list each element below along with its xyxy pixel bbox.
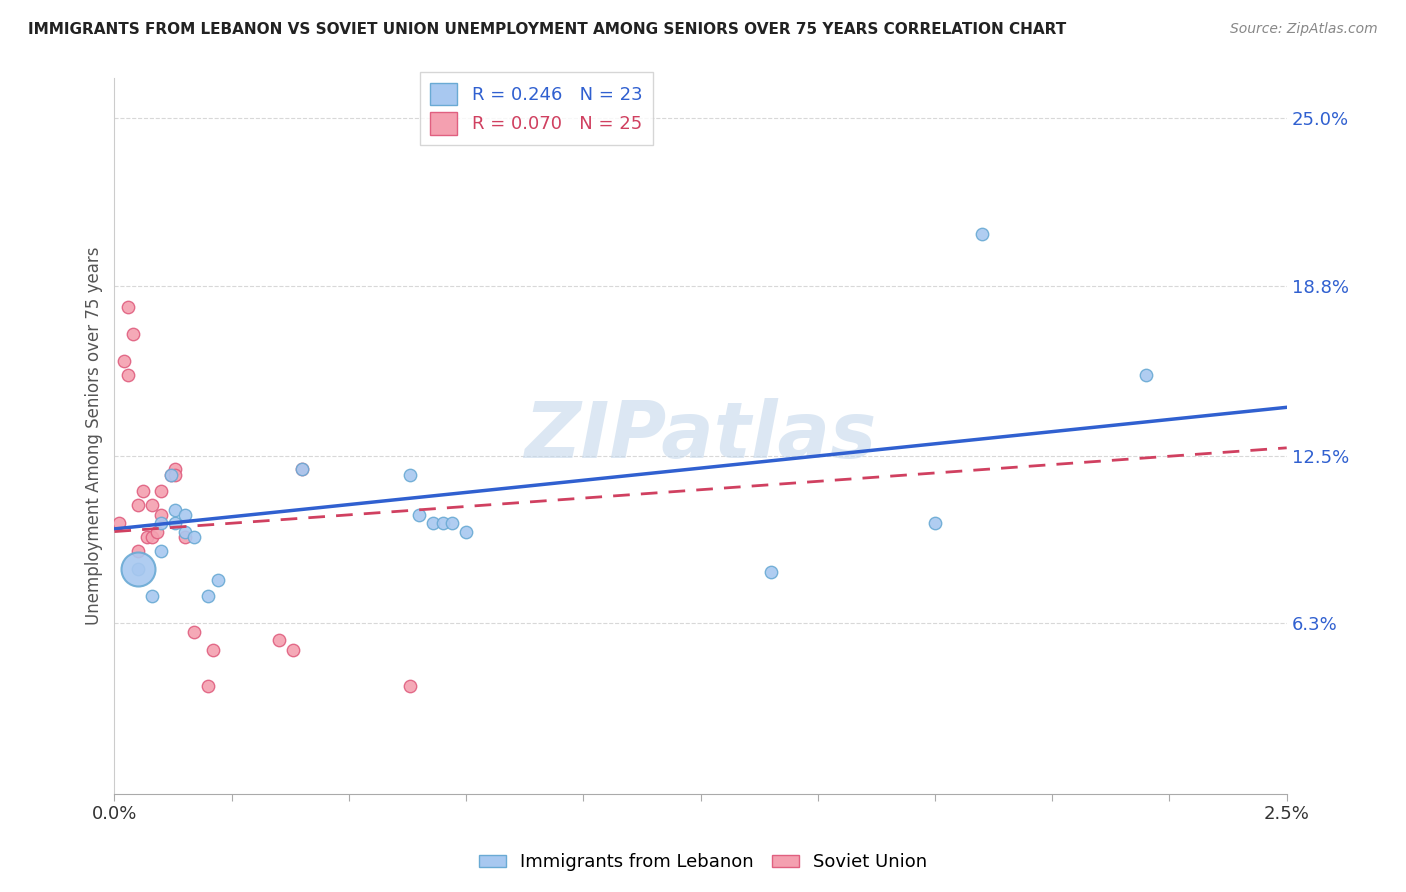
Point	[267, 632, 290, 647]
Point	[141, 590, 163, 604]
Point	[141, 498, 163, 512]
Point	[141, 530, 163, 544]
Point	[108, 516, 131, 531]
Point	[127, 562, 149, 576]
Point	[127, 498, 149, 512]
Point	[398, 467, 420, 482]
Point	[398, 679, 420, 693]
Point	[197, 590, 219, 604]
Point	[127, 543, 149, 558]
Point	[173, 508, 195, 523]
Point	[165, 503, 187, 517]
Point	[207, 573, 229, 587]
Point	[112, 354, 135, 368]
Y-axis label: Unemployment Among Seniors over 75 years: Unemployment Among Seniors over 75 years	[86, 246, 103, 625]
Point	[165, 462, 187, 476]
Point	[127, 562, 149, 576]
Point	[150, 508, 173, 523]
Point	[145, 524, 167, 539]
Point	[131, 484, 153, 499]
Point	[150, 543, 173, 558]
Text: ZIPatlas: ZIPatlas	[524, 398, 877, 474]
Legend: Immigrants from Lebanon, Soviet Union: Immigrants from Lebanon, Soviet Union	[471, 847, 935, 879]
Point	[159, 467, 181, 482]
Point	[165, 516, 187, 531]
Point	[183, 530, 205, 544]
Point	[117, 368, 139, 382]
Text: Source: ZipAtlas.com: Source: ZipAtlas.com	[1230, 22, 1378, 37]
Point	[291, 462, 314, 476]
Point	[970, 227, 993, 242]
Point	[150, 484, 173, 499]
Point	[422, 516, 444, 531]
Point	[201, 643, 224, 657]
Point	[432, 516, 454, 531]
Point	[441, 516, 464, 531]
Point	[150, 516, 173, 531]
Text: IMMIGRANTS FROM LEBANON VS SOVIET UNION UNEMPLOYMENT AMONG SENIORS OVER 75 YEARS: IMMIGRANTS FROM LEBANON VS SOVIET UNION …	[28, 22, 1066, 37]
Point	[1135, 368, 1157, 382]
Point	[122, 327, 145, 342]
Point	[291, 462, 314, 476]
Point	[456, 524, 478, 539]
Point	[173, 530, 195, 544]
Point	[159, 467, 181, 482]
Point	[117, 301, 139, 315]
Point	[759, 565, 782, 579]
Point	[183, 624, 205, 639]
Point	[924, 516, 946, 531]
Point	[408, 508, 430, 523]
Point	[136, 530, 159, 544]
Point	[281, 643, 304, 657]
Point	[165, 467, 187, 482]
Legend: R = 0.246   N = 23, R = 0.070   N = 25: R = 0.246 N = 23, R = 0.070 N = 25	[419, 72, 654, 145]
Point	[173, 524, 195, 539]
Point	[197, 679, 219, 693]
